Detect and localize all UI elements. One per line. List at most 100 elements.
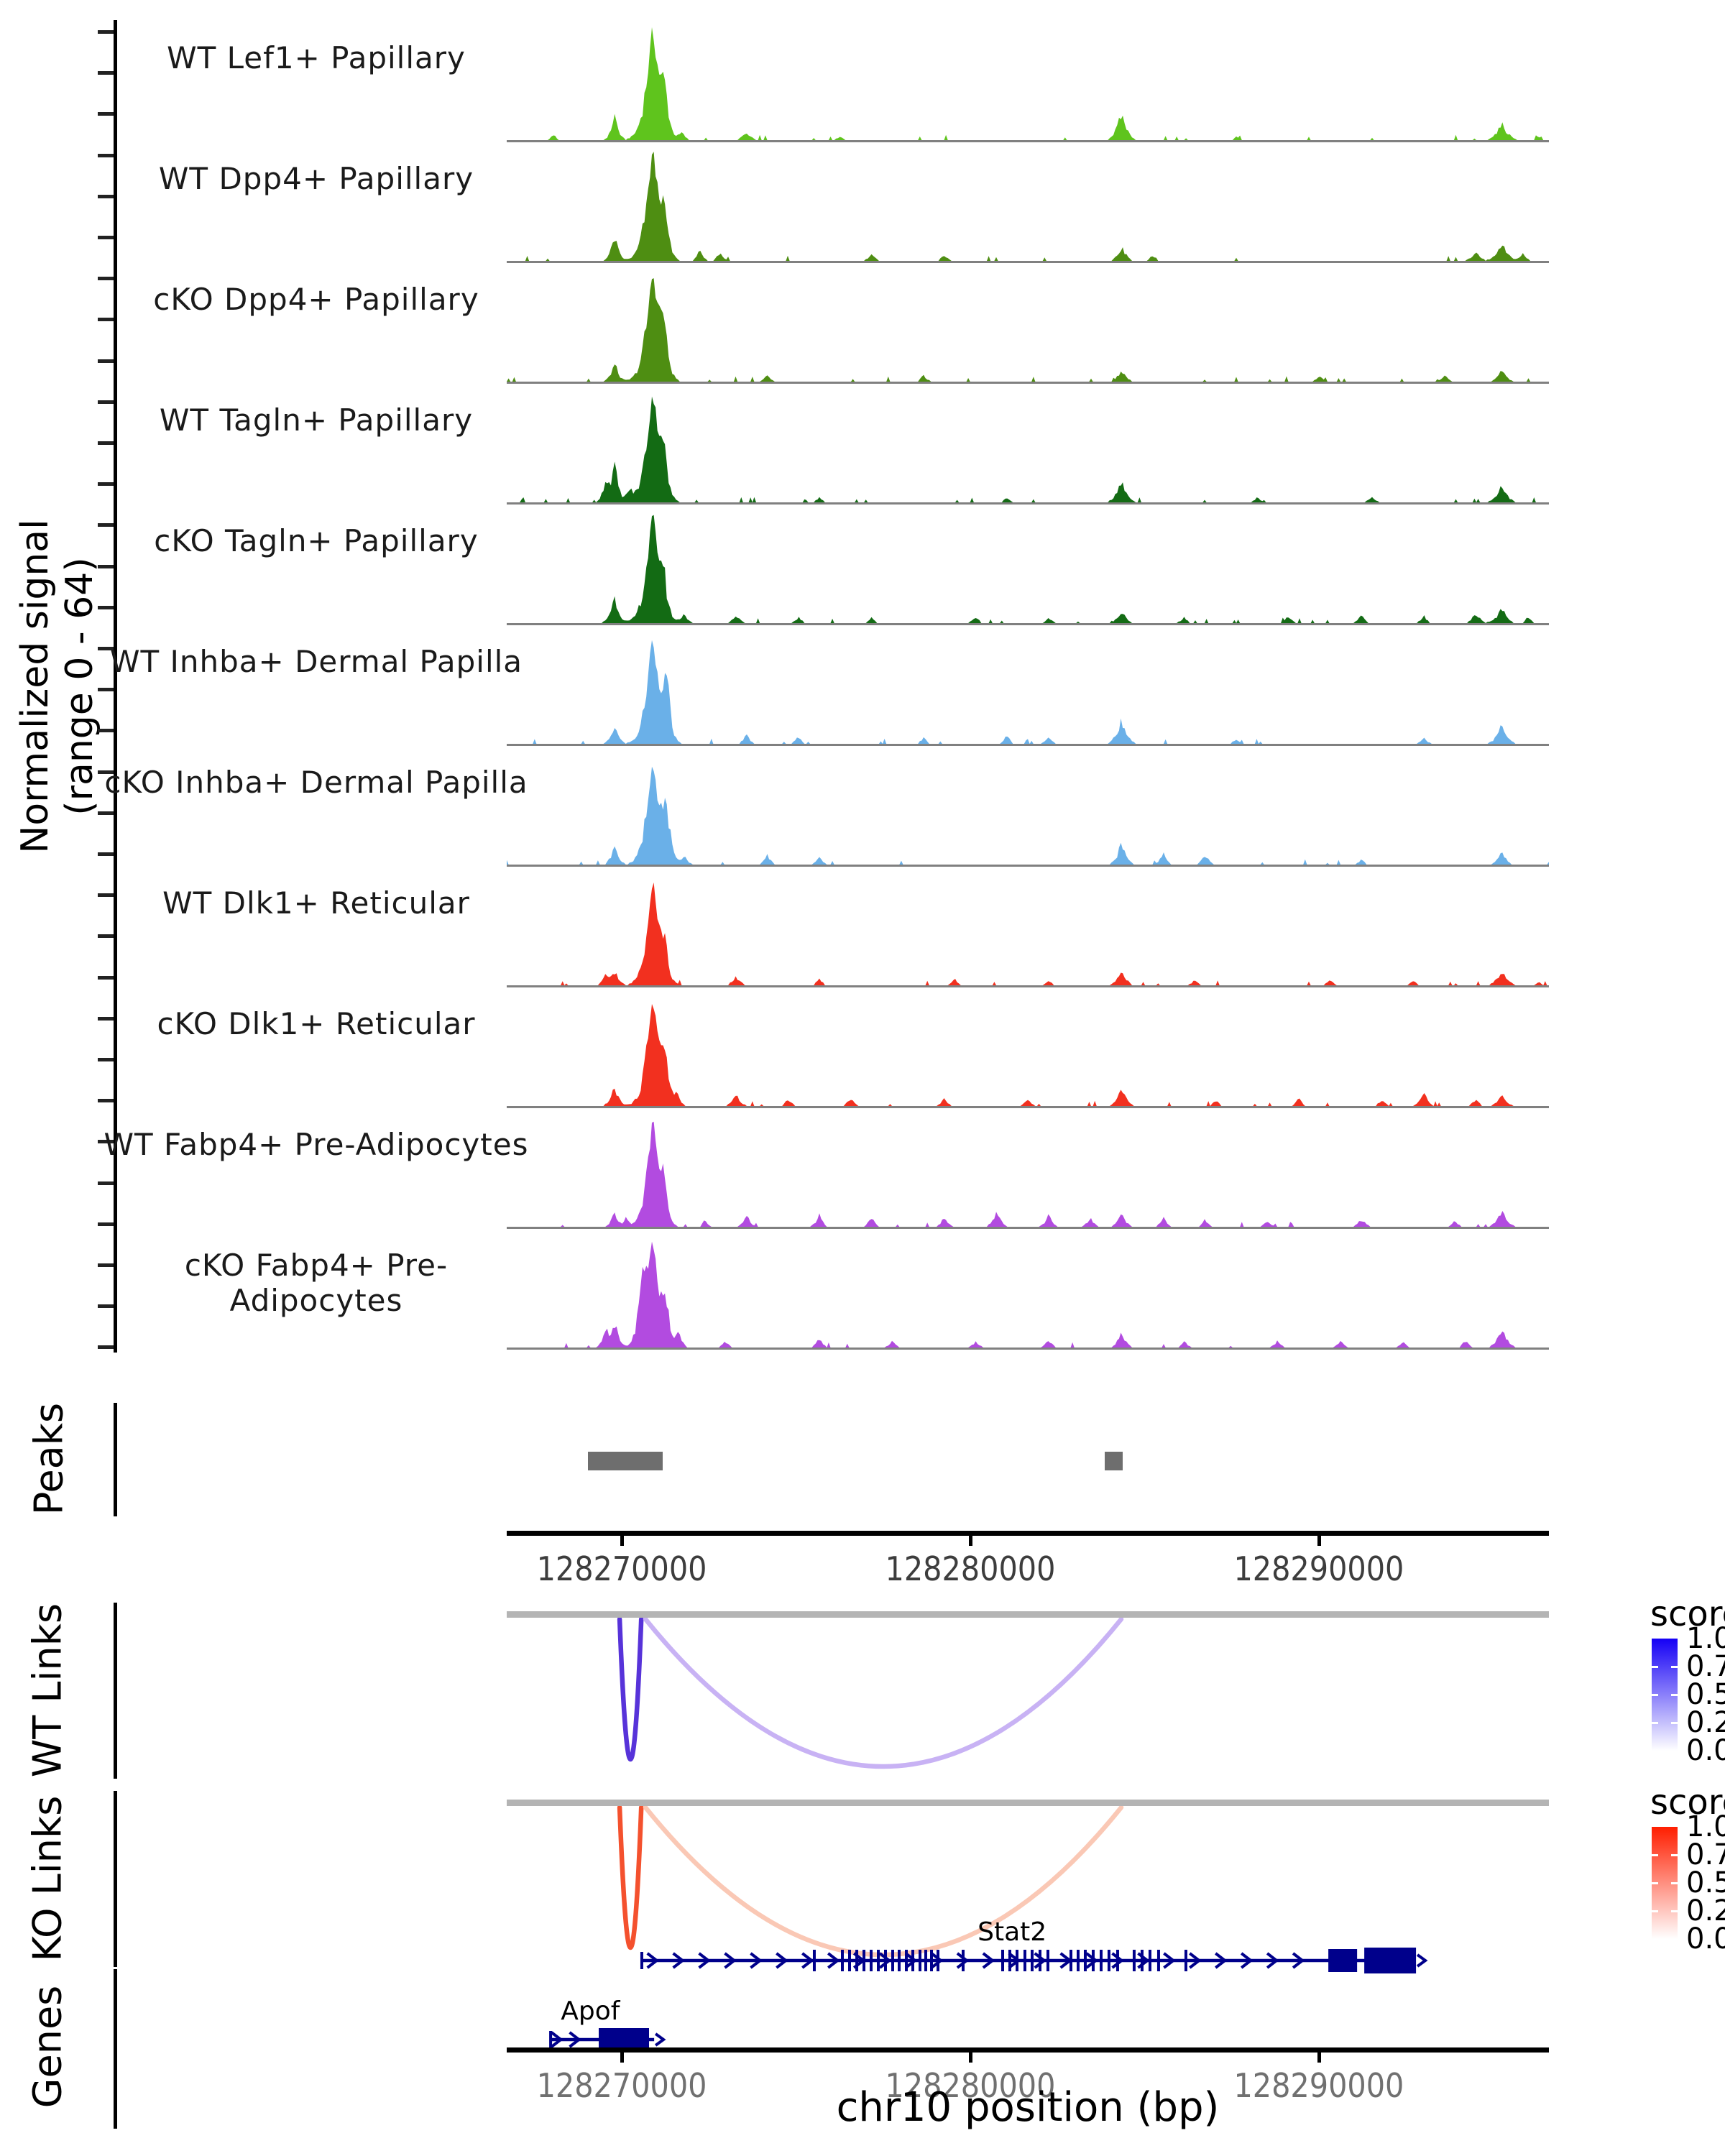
coverage-track-area <box>507 1121 1549 1227</box>
colorbar-quarter-tick <box>1652 1882 1658 1884</box>
genomic-axis-tick-label: 128290000 <box>1233 2066 1404 2105</box>
coverage-track-row: WT Dlk1+ Reticular <box>0 867 1725 987</box>
coverage-track-row: cKO Dpp4+ Papillary <box>0 263 1725 384</box>
coverage-track-row: WT Lef1+ Papillary <box>0 22 1725 142</box>
y-axis-tick <box>98 30 114 34</box>
coverage-track-label: WT Dpp4+ Papillary <box>158 161 474 196</box>
wt-links-genome-line <box>507 1611 1549 1618</box>
colorbar-quarter-tick <box>1671 1910 1678 1912</box>
track-baseline <box>507 261 1549 263</box>
y-axis-tick <box>98 852 114 856</box>
coverage-track-label: WT Lef1+ Papillary <box>167 40 466 75</box>
coverage-track-label: cKO Tagln+ Papillary <box>154 523 479 558</box>
wt-links-score-legend: score 1.000.750.500.250.00 <box>1639 1594 1725 1781</box>
x-axis-title: chr10 position (bp) <box>836 2084 1220 2131</box>
track-baseline <box>507 382 1549 384</box>
y-axis-tick <box>98 153 114 157</box>
colorbar-tick-label: 0.75 <box>1686 1650 1725 1683</box>
colorbar-tick-label: 1.00 <box>1686 1810 1725 1843</box>
y-axis-tick <box>98 647 114 650</box>
y-axis-tick <box>98 112 114 116</box>
y-axis-tick <box>98 318 114 322</box>
y-axis-tick <box>98 729 114 733</box>
colorbar-quarter-tick <box>1671 1882 1678 1884</box>
y-axis-tick <box>98 277 114 281</box>
wt-legend-colorbar <box>1652 1639 1678 1751</box>
y-axis-tick <box>98 1345 114 1350</box>
y-axis-tick <box>98 71 114 75</box>
wt-links-arcs <box>617 1618 1124 1769</box>
coverage-track-label: cKO Fabp4+ Pre-Adipocytes <box>184 1248 448 1318</box>
y-axis-tick <box>98 194 114 198</box>
gene-model <box>549 2028 666 2051</box>
y-axis-tick <box>98 934 114 939</box>
coverage-track-area <box>507 27 1549 141</box>
coverage-track-label: WT Dlk1+ Reticular <box>162 885 470 921</box>
y-axis-tick <box>98 1016 114 1021</box>
y-axis-tick <box>98 1263 114 1267</box>
coverage-track-row: WT Dpp4+ Papillary <box>0 142 1725 263</box>
ko-links-genome-line <box>507 1800 1549 1806</box>
link-arc <box>617 1618 644 1762</box>
signal-y-axis <box>114 20 117 1353</box>
gene-model <box>640 1948 1428 1973</box>
colorbar-tick-label: 0.50 <box>1686 1866 1725 1899</box>
colorbar-quarter-tick <box>1652 1854 1658 1856</box>
coverage-track-area <box>507 640 1549 744</box>
wt-links-section-label: WT Links <box>24 1603 70 1778</box>
genomic-axis-tick <box>1317 2053 1321 2063</box>
y-axis-tick <box>98 1304 114 1309</box>
coverage-track-area <box>507 515 1549 623</box>
coverage-track-label: cKO Inhba+ Dermal Papilla <box>104 765 528 800</box>
ko-links-axis <box>114 1791 117 1967</box>
coverage-track-row: WT Tagln+ Papillary <box>0 384 1725 505</box>
y-axis-tick <box>98 564 114 568</box>
track-baseline <box>507 1348 1549 1350</box>
coverage-track-row: WT Fabp4+ Pre-Adipocytes <box>0 1108 1725 1229</box>
ko-links-score-legend: score 1.000.750.500.250.00 <box>1639 1782 1725 1969</box>
ko-links-section-label: KO Links <box>24 1795 70 1962</box>
ko-legend-colorbar <box>1652 1827 1678 1939</box>
y-axis-tick <box>98 441 114 445</box>
link-arc <box>617 1806 644 1950</box>
wt-legend-title: score <box>1650 1594 1725 1634</box>
colorbar-quarter-tick <box>1671 1722 1678 1724</box>
coverage-track-area <box>507 766 1549 865</box>
colorbar-quarter-tick <box>1671 1854 1678 1856</box>
y-axis-tick <box>98 1181 114 1185</box>
genomic-axis-tick-label: 128270000 <box>536 2066 707 2105</box>
gene-models <box>549 1948 1428 2051</box>
coverage-track-area <box>507 152 1549 261</box>
genomic-axis-tick-label: 128290000 <box>1233 1549 1404 1588</box>
coverage-track-area <box>507 883 1549 985</box>
track-baseline <box>507 865 1549 867</box>
coverage-track-row: cKO Tagln+ Papillary <box>0 505 1725 625</box>
colorbar-tick-label: 0.25 <box>1686 1894 1725 1927</box>
coverage-track-label: WT Tagln+ Papillary <box>159 402 474 438</box>
colorbar-tick-label: 0.50 <box>1686 1678 1725 1711</box>
y-axis-tick <box>98 523 114 528</box>
coverage-track-area <box>507 1004 1549 1106</box>
track-baseline <box>507 1227 1549 1229</box>
coverage-track-row: WT Inhba+ Dermal Papilla <box>0 625 1725 746</box>
coverage-track-row: cKO Fabp4+ Pre-Adipocytes <box>0 1229 1725 1350</box>
y-axis-tick <box>98 1222 114 1226</box>
coverage-track-label: WT Fabp4+ Pre-Adipocytes <box>104 1127 529 1162</box>
y-axis-tick <box>98 811 114 815</box>
colorbar-quarter-tick <box>1671 1694 1678 1696</box>
track-baseline <box>507 623 1549 625</box>
coverage-track-label: cKO Dpp4+ Papillary <box>153 282 479 317</box>
genes-section-label: Genes <box>24 1985 70 2109</box>
coverage-track-area <box>507 1241 1549 1348</box>
colorbar-quarter-tick <box>1671 1666 1678 1668</box>
genes-axis <box>114 1969 117 2129</box>
coverage-track-row: cKO Dlk1+ Reticular <box>0 987 1725 1108</box>
peaks-axis <box>114 1403 117 1516</box>
coverage-track-area <box>507 278 1549 382</box>
y-axis-tick <box>98 1140 114 1144</box>
wt-links-axis <box>114 1603 117 1779</box>
colorbar-tick-label: 0.75 <box>1686 1838 1725 1871</box>
gene-label: Stat2 <box>978 1917 1047 1947</box>
y-axis-tick <box>98 975 114 980</box>
